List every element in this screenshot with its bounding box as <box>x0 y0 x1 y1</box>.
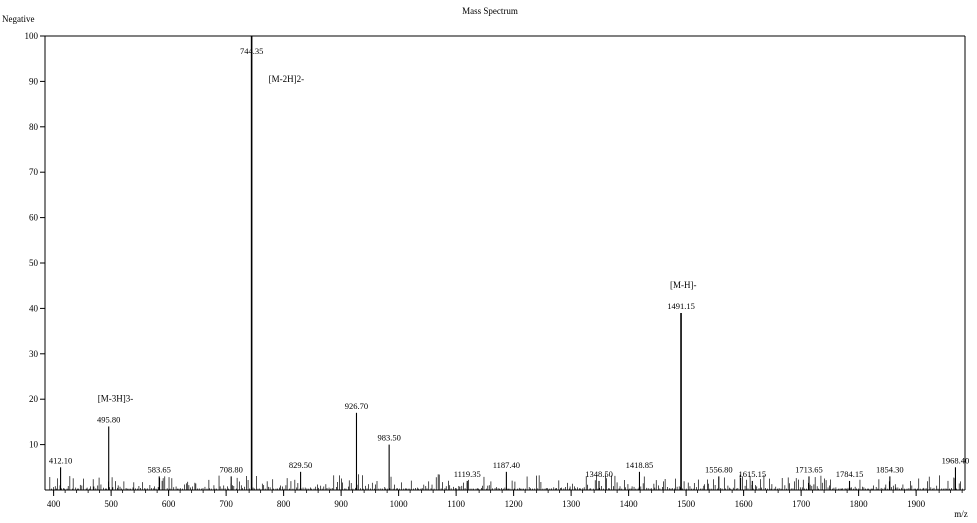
ion-mode-label: Negative <box>2 14 34 24</box>
x-tick-label: 900 <box>334 499 348 509</box>
x-tick-label: 1400 <box>620 499 639 509</box>
x-axis-label: m/z <box>954 509 968 519</box>
peak-label: 926.70 <box>345 401 368 411</box>
y-tick-label: 70 <box>29 167 39 177</box>
peak-label: 983.50 <box>377 433 400 443</box>
peak-label: 1615.15 <box>739 469 767 479</box>
peak-label: 1854.30 <box>876 464 904 474</box>
y-tick-label: 100 <box>25 31 39 41</box>
peak-label: 1556.80 <box>705 464 733 474</box>
peak-label: 495.80 <box>97 414 120 424</box>
baseline-noise <box>49 474 963 490</box>
x-tick-label: 1100 <box>447 499 465 509</box>
peak-label: 1968.40 <box>942 455 970 465</box>
y-tick-label: 10 <box>29 440 39 450</box>
y-tick-label: 30 <box>29 349 39 359</box>
peak-annotations: [M-3H]3- [M-2H]2- [M-H]- <box>98 74 697 403</box>
x-tick-label: 700 <box>219 499 233 509</box>
y-tick-label: 40 <box>29 303 39 313</box>
x-tick-label: 1700 <box>792 499 811 509</box>
peak-marks <box>60 36 957 490</box>
peak-labels: 412.10 495.80 583.65 708.80 744.35 829.50 926.… <box>49 46 969 479</box>
peak-label: 1119.35 <box>454 469 481 479</box>
peak-label: 1418.85 <box>626 460 654 470</box>
x-tick-label: 600 <box>162 499 176 509</box>
x-tick-label: 1900 <box>907 499 926 509</box>
ion-annotation: [M-3H]3- <box>98 393 133 403</box>
x-tick-label: 1200 <box>505 499 524 509</box>
y-tick-label: 90 <box>29 76 39 86</box>
x-tick-label: 1500 <box>677 499 696 509</box>
ion-annotation: [M-2H]2- <box>269 74 305 84</box>
x-tick-label: 1000 <box>390 499 409 509</box>
peak-label: 1348.50 <box>585 469 613 479</box>
x-tick-label: 400 <box>47 499 61 509</box>
y-tick-label: 50 <box>29 258 39 268</box>
y-tick-label: 80 <box>29 122 39 132</box>
x-tick-label: 500 <box>104 499 118 509</box>
x-tick-label: 1800 <box>850 499 869 509</box>
peak-label: 829.50 <box>289 460 312 470</box>
x-tick-label: 1600 <box>735 499 754 509</box>
peak-label: 744.35 <box>240 46 263 56</box>
x-tick-label: 1300 <box>562 499 581 509</box>
x-axis: 400 500 600 700 800 900 1000 1100 1200 1300 1400 15… <box>47 490 963 509</box>
peak-label: 1713.65 <box>795 464 823 474</box>
ion-annotation: [M-H]- <box>670 280 697 290</box>
peak-label: 708.80 <box>219 464 242 474</box>
peak-label: 412.10 <box>49 455 72 465</box>
peak-label: 1784.15 <box>836 469 864 479</box>
y-tick-label: 60 <box>29 213 39 223</box>
peak-label: 1491.15 <box>667 301 695 311</box>
x-tick-label: 800 <box>277 499 291 509</box>
y-axis: 10 20 30 40 50 60 70 80 90 100 <box>25 31 45 450</box>
peak-label: 583.65 <box>148 464 171 474</box>
peak-label: 1187.40 <box>493 460 520 470</box>
y-tick-label: 20 <box>29 394 39 404</box>
chart-title: Mass Spectrum <box>462 6 518 16</box>
